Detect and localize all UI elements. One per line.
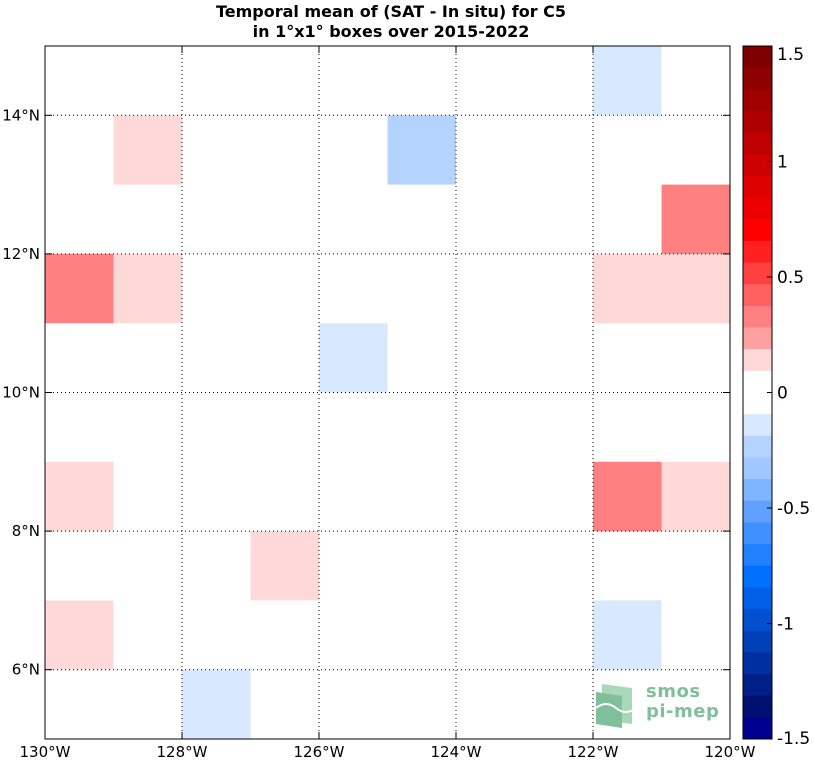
- colorbar-segment: [743, 544, 772, 567]
- colorbar-segment: [743, 110, 772, 134]
- y-tick-label: 6°N: [12, 661, 40, 679]
- x-tick-label: 120°W: [705, 743, 756, 760]
- colorbar-segment: [743, 284, 772, 307]
- colorbar-segment: [743, 479, 772, 502]
- colorbar-segment: [743, 154, 772, 177]
- colorbar-segment: [743, 327, 772, 350]
- colorbar-segment: [743, 522, 772, 545]
- heatmap-cell: [113, 253, 182, 324]
- colorbar-segment: [743, 652, 772, 675]
- y-tick-label: 14°N: [2, 106, 40, 124]
- colorbar-segment: [743, 695, 772, 718]
- colorbar-segment: [743, 370, 772, 393]
- colorbar-segment: [743, 435, 772, 458]
- cells-layer: [45, 46, 730, 739]
- heatmap-cell: [113, 115, 182, 185]
- heatmap-cell: [661, 253, 730, 324]
- heatmap-cell: [593, 461, 662, 532]
- colorbar-tick-label: 0.5: [777, 268, 804, 288]
- colorbar-segment: [743, 46, 772, 69]
- heatmap-cell: [45, 253, 114, 324]
- smos-pi-mep-logo: smos pi-mep: [592, 678, 722, 730]
- colorbar-segment: [743, 305, 772, 329]
- heatmap-cell: [45, 461, 114, 532]
- heatmap-cell: [387, 115, 456, 185]
- colorbar-segment: [743, 392, 772, 415]
- colorbar-segment: [743, 717, 772, 740]
- colorbar-tick-label: -1: [777, 615, 794, 635]
- colorbar-segment: [743, 197, 772, 220]
- y-tick-label: 12°N: [2, 245, 40, 263]
- colorbar-segment: [743, 89, 772, 112]
- colorbar-segment: [743, 262, 772, 285]
- heatmap-cell: [593, 600, 662, 670]
- colorbar-segment: [743, 630, 772, 653]
- axis-layer: 130°W 128°W 126°W 124°W 122°W 120°W 6°N 8°N 10°N…: [2, 46, 756, 760]
- chart-title-line-1: Temporal mean of (SAT - In situ) for C5: [215, 2, 567, 21]
- x-tick-label: 130°W: [20, 743, 71, 760]
- heatmap-cell: [661, 184, 730, 254]
- colorbar-segment: [743, 565, 772, 588]
- heatmap-cell: [593, 253, 662, 324]
- logo-text-pi-mep: pi-mep: [646, 701, 720, 722]
- heatmap-cell: [661, 461, 730, 532]
- x-tick-label: 126°W: [294, 743, 345, 760]
- colorbar-tick-label: -0.5: [777, 499, 810, 519]
- y-tick-label: 8°N: [12, 522, 40, 540]
- colorbar-segment: [743, 67, 772, 90]
- y-tick-label: 10°N: [2, 384, 40, 402]
- colorbar-segment: [743, 587, 772, 610]
- colorbar-segment: [743, 674, 772, 697]
- colorbar: 1.5 1 0.5 0 -0.5 -1 -1.5: [742, 45, 810, 749]
- colorbar-segment: [743, 414, 772, 437]
- x-tick-label: 124°W: [431, 743, 482, 760]
- colorbar-tick-label: 1.5: [777, 45, 804, 65]
- colorbar-segment: [743, 219, 772, 242]
- logo-mark-icon: [595, 684, 637, 728]
- colorbar-tick-label: 1: [777, 153, 788, 173]
- colorbar-tick-label: -1.5: [777, 729, 810, 749]
- heatmap-cell: [593, 46, 662, 116]
- colorbar-tick-label: 0: [777, 384, 788, 404]
- colorbar-segment: [743, 500, 772, 523]
- heatmap-cell: [319, 323, 388, 393]
- chart-title-line-2: in 1°x1° boxes over 2015-2022: [252, 22, 530, 41]
- x-tick-label: 122°W: [568, 743, 619, 760]
- colorbar-segment: [743, 240, 772, 264]
- logo-text-smos: smos: [646, 681, 701, 702]
- x-tick-label: 128°W: [157, 743, 208, 760]
- colorbar-segment: [743, 457, 772, 480]
- heatmap-cell: [182, 669, 251, 739]
- heatmap-cell: [45, 600, 114, 670]
- colorbar-segment: [743, 175, 772, 199]
- colorbar-segment: [743, 349, 772, 372]
- colorbar-segment: [743, 132, 772, 155]
- colorbar-segment: [743, 609, 772, 632]
- heatmap-cell: [250, 531, 319, 601]
